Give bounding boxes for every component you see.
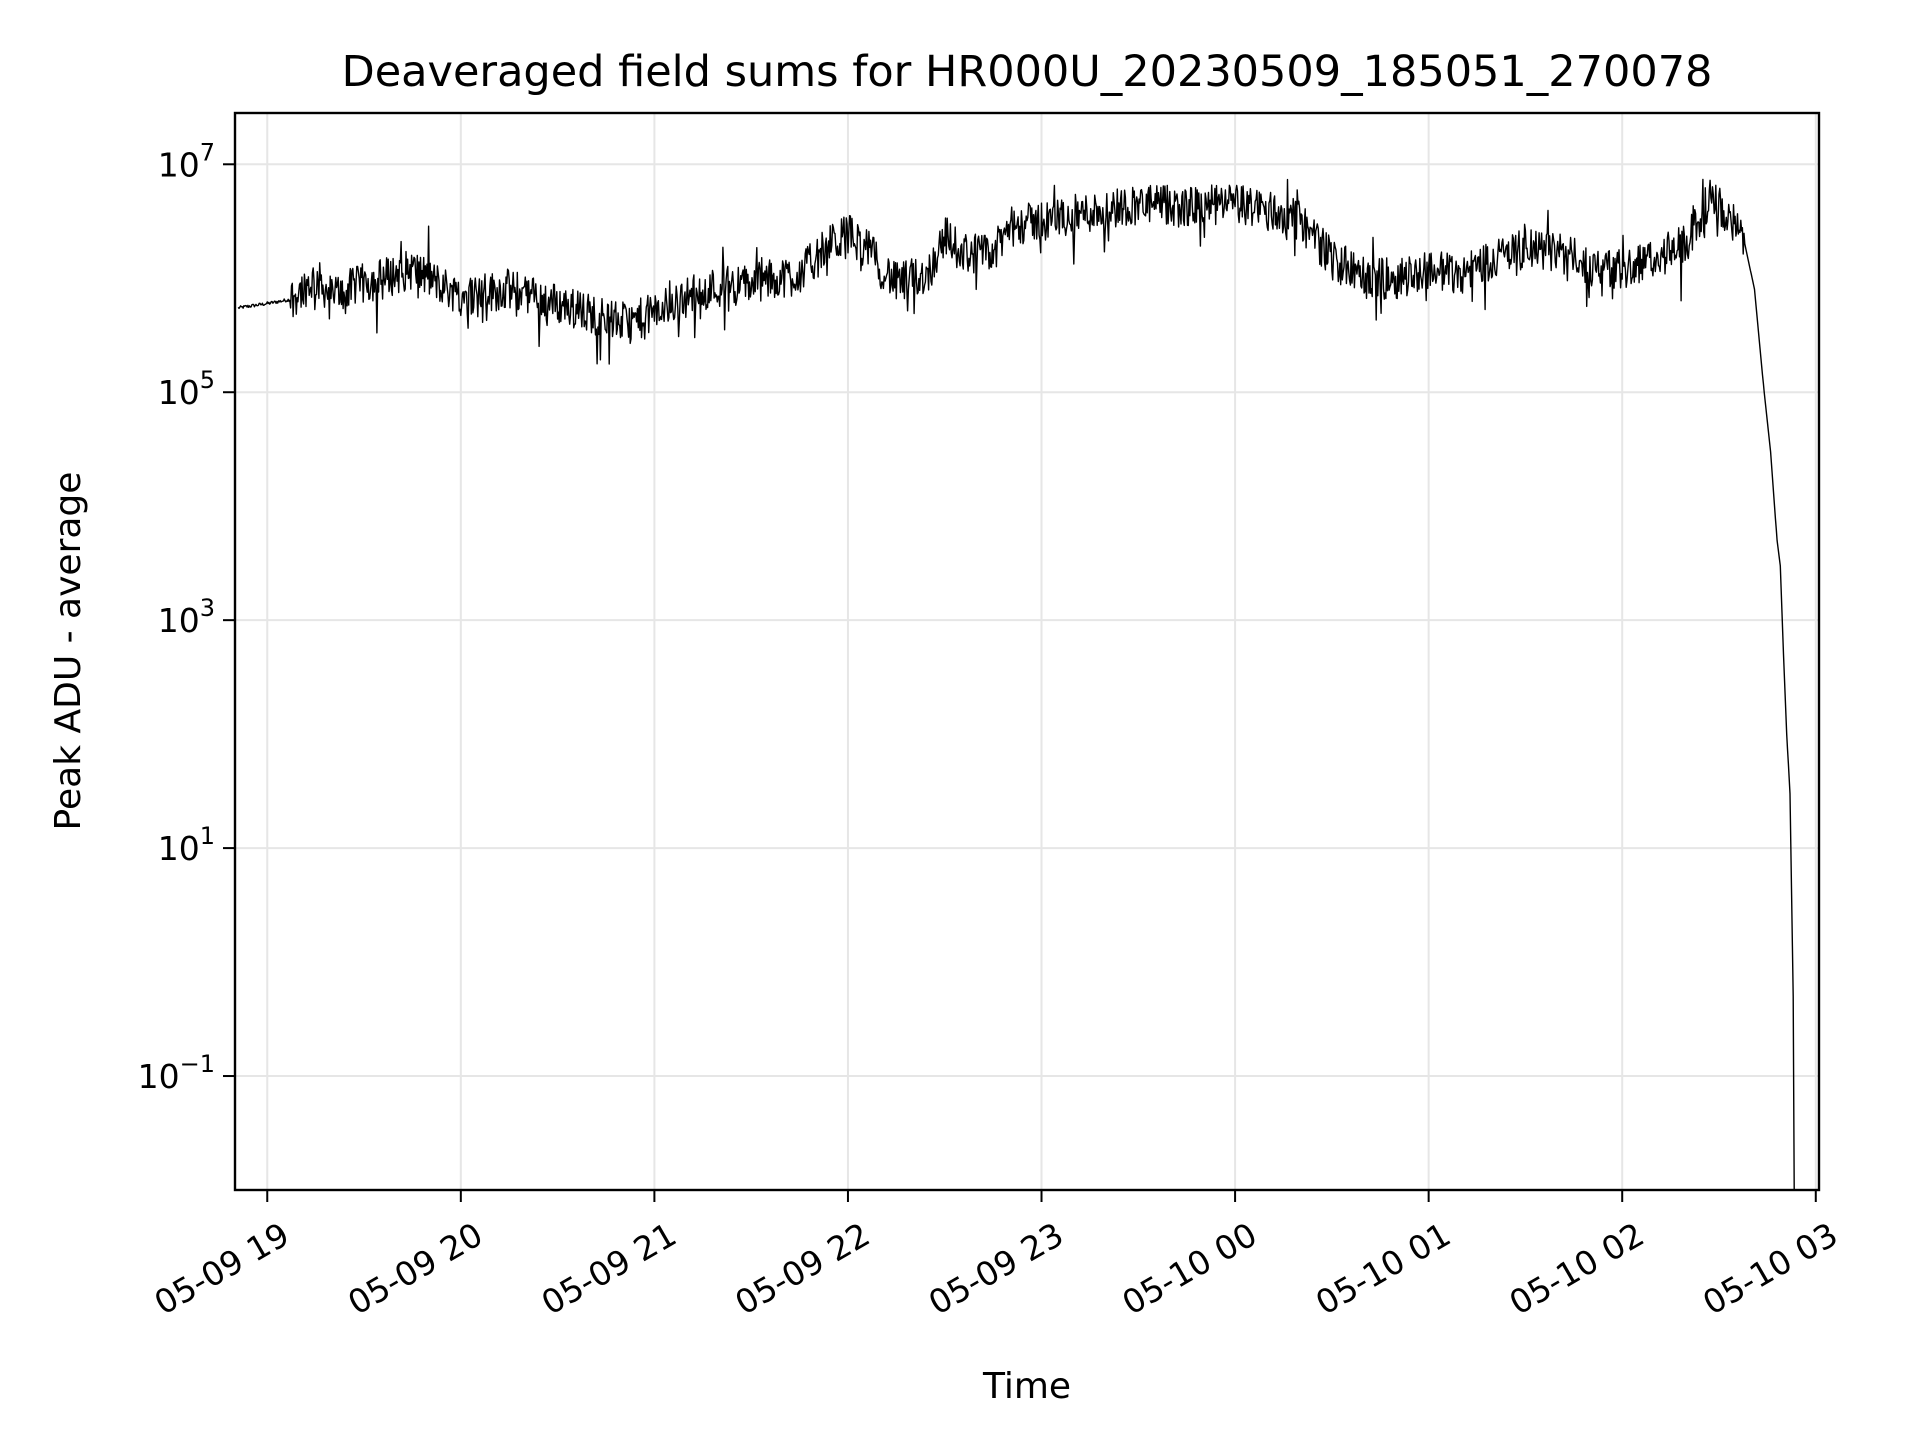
x-tick-label: 05-09 22 [728,1215,876,1323]
y-tick-label: 105 [158,366,215,412]
series-line [237,178,1795,1191]
x-tick-label: 05-09 21 [535,1215,683,1323]
y-tick-label: 107 [158,138,215,184]
x-tick-label: 05-10 03 [1696,1215,1844,1323]
x-tick-label: 05-10 01 [1309,1215,1457,1323]
chart-title: Deaveraged field sums for HR000U_2023050… [342,47,1713,97]
y-axis-label: Peak ADU - average [48,472,89,831]
x-tick-label: 05-10 02 [1503,1215,1651,1323]
ticks: 05-09 19 05-09 20 05-09 21 05-09 22 05-09 23… [138,138,1845,1322]
grid [235,113,1819,1190]
y-tick-label: 103 [158,594,215,640]
x-tick-label: 05-09 23 [922,1215,1070,1323]
x-tick-label: 05-09 20 [341,1215,489,1323]
x-tick-label: 05-09 19 [148,1215,296,1323]
plot-frame [233,111,1821,1192]
x-axis-label: Time [982,1366,1071,1407]
x-tick-label: 05-10 00 [1115,1215,1263,1323]
y-tick-label: 10−1 [138,1050,215,1096]
series-layer [237,178,1795,1191]
y-tick-label: 101 [158,822,215,868]
